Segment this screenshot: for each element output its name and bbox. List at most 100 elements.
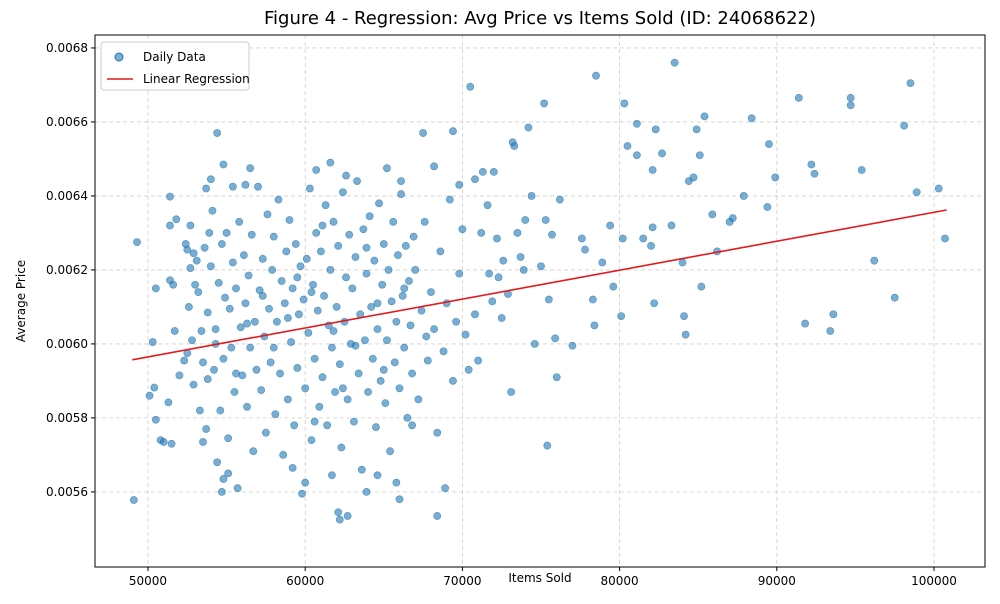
data-point [383, 164, 391, 173]
data-point [408, 421, 416, 430]
data-point [362, 269, 371, 278]
data-point [857, 166, 866, 174]
data-point [285, 216, 294, 224]
data-point [427, 288, 435, 297]
data-point [419, 129, 427, 137]
data-point [206, 262, 215, 271]
data-point [449, 127, 457, 136]
data-point [568, 341, 577, 350]
data-point [810, 169, 819, 178]
y-tick-label: 0.0068 [46, 41, 88, 55]
data-point [530, 340, 539, 348]
data-point [269, 343, 278, 352]
data-point [826, 327, 835, 335]
data-point [213, 458, 222, 467]
data-point [422, 332, 431, 341]
data-point [192, 256, 201, 265]
data-point [541, 216, 550, 224]
data-point [243, 402, 251, 411]
data-point [250, 317, 259, 326]
data-point [247, 230, 256, 239]
data-point [436, 247, 445, 256]
data-point [397, 177, 405, 186]
data-point [133, 238, 141, 247]
data-point [364, 388, 372, 396]
data-point [618, 234, 627, 243]
data-point [651, 125, 660, 134]
data-point [337, 443, 346, 452]
data-point [225, 304, 234, 313]
data-point [497, 314, 506, 322]
data-point [420, 217, 429, 226]
data-point [392, 478, 401, 487]
data-point [381, 399, 390, 408]
data-point [310, 354, 319, 363]
data-point [846, 93, 855, 102]
data-point [433, 512, 442, 520]
data-point [372, 423, 380, 432]
data-point [263, 210, 272, 219]
data-point [389, 217, 398, 226]
data-point [342, 273, 350, 282]
data-point [650, 299, 659, 308]
data-point [510, 142, 519, 150]
data-point [632, 119, 641, 128]
data-point [293, 364, 302, 372]
data-point [639, 234, 648, 243]
data-point [180, 356, 189, 365]
data-point [449, 377, 457, 385]
data-point [279, 451, 288, 459]
data-point [217, 240, 226, 248]
y-axis-label: Average Price [14, 260, 28, 342]
data-point [150, 383, 159, 392]
data-point [145, 391, 154, 400]
data-point [367, 303, 376, 311]
data-point [373, 471, 382, 480]
data-point [379, 240, 388, 248]
legend-marker [114, 52, 124, 62]
data-point [241, 180, 250, 189]
data-point [188, 336, 196, 345]
x-tick-label: 90000 [758, 574, 796, 588]
data-point [148, 338, 157, 346]
data-point [343, 395, 352, 404]
data-point [376, 377, 385, 385]
data-point [395, 384, 404, 393]
data-point [362, 487, 371, 496]
data-point [609, 282, 618, 291]
data-point [184, 303, 193, 311]
data-point [763, 203, 772, 211]
y-tick-label: 0.0056 [46, 485, 88, 499]
data-point [452, 317, 461, 326]
data-point [186, 221, 195, 230]
data-point [912, 188, 921, 197]
data-point [342, 171, 350, 180]
data-point [829, 310, 838, 319]
data-point [288, 284, 297, 293]
data-point [239, 251, 248, 260]
data-point [383, 336, 391, 345]
data-point [765, 140, 773, 149]
data-point [807, 160, 816, 169]
data-point [461, 330, 470, 339]
data-point [203, 375, 212, 383]
data-point [488, 297, 497, 306]
data-point [747, 114, 756, 123]
data-point [169, 280, 178, 289]
data-point [301, 478, 310, 487]
data-point [361, 336, 369, 345]
data-point [257, 386, 266, 395]
data-point [458, 225, 467, 234]
data-point [320, 291, 328, 300]
data-point [708, 210, 717, 219]
data-point [681, 330, 690, 339]
data-point [329, 217, 338, 226]
data-point [265, 304, 273, 313]
data-point [670, 58, 679, 67]
data-point [272, 317, 281, 326]
data-point [335, 360, 344, 369]
data-point [900, 121, 909, 130]
data-point [221, 293, 229, 302]
data-point [524, 123, 533, 132]
